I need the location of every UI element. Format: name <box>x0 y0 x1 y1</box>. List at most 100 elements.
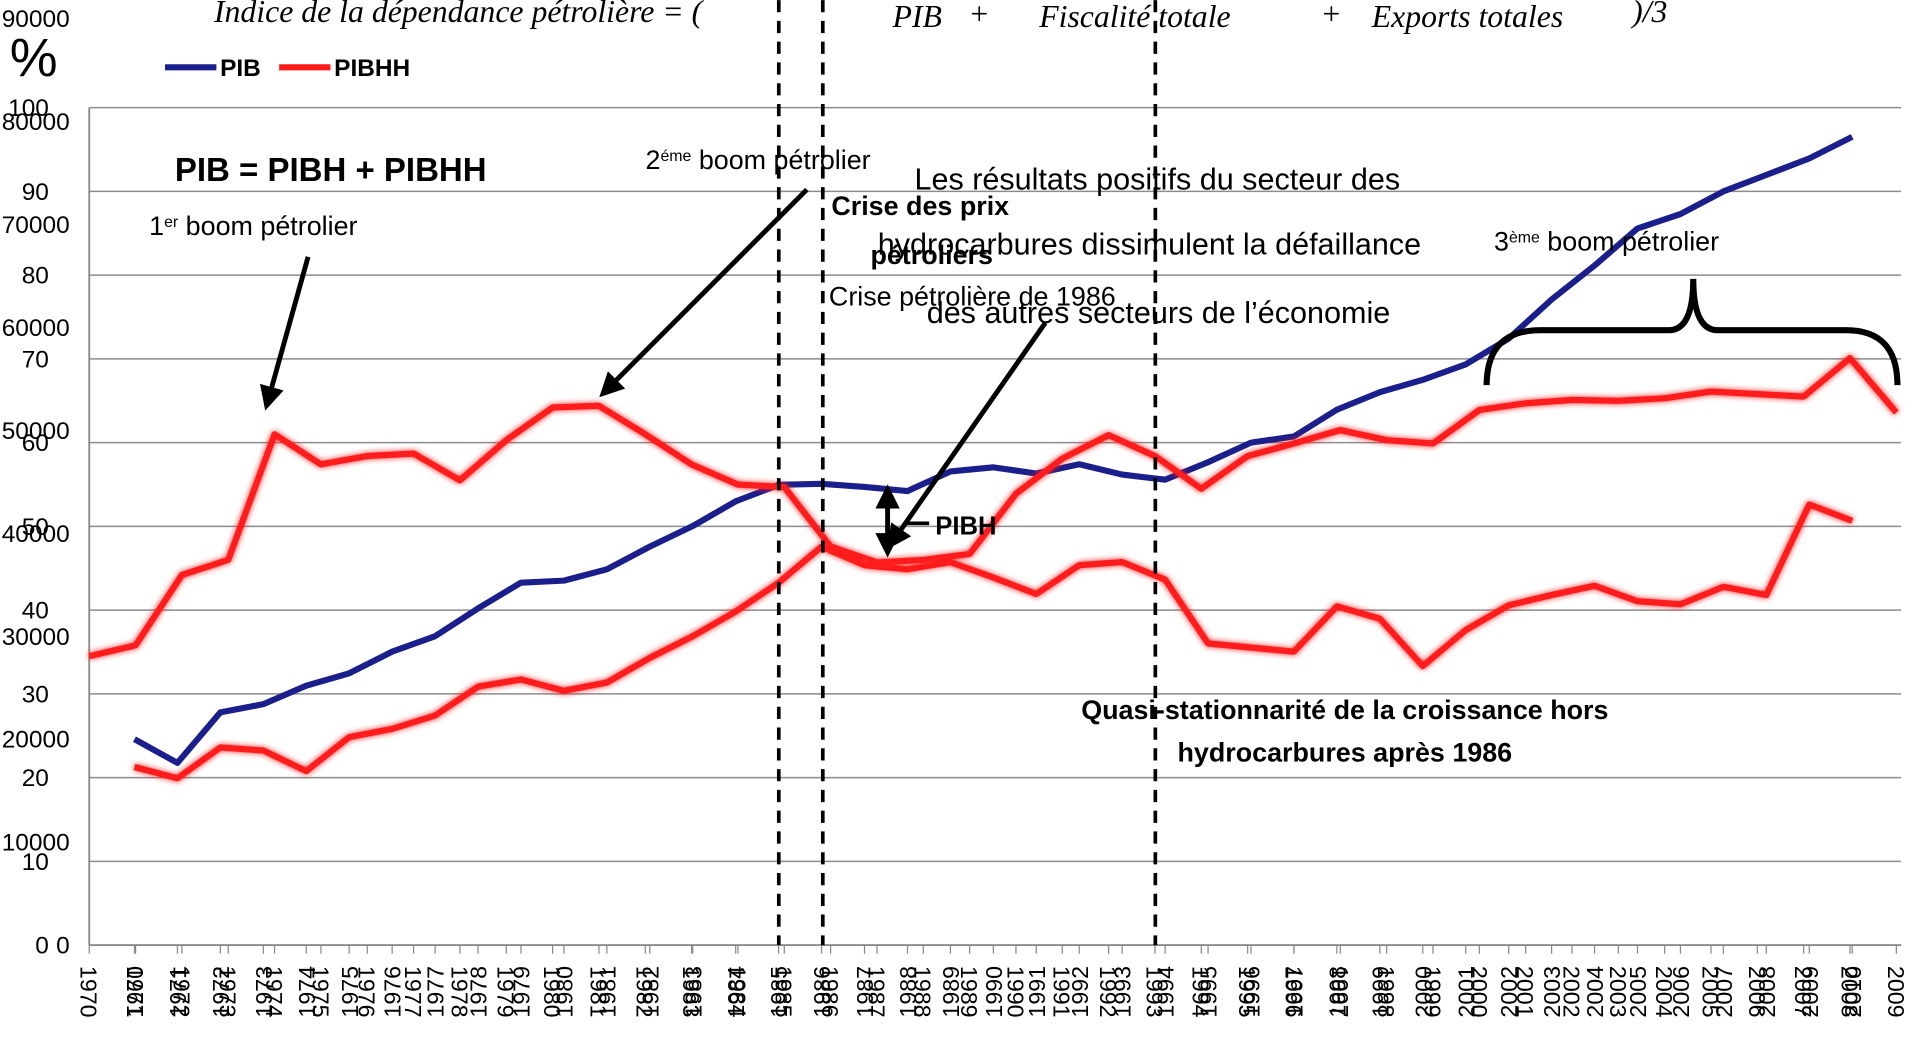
x-tick-label: 2009 <box>1797 966 1823 1018</box>
x-tick-label: 1999 <box>1367 966 1393 1018</box>
annotation: Les résultats positifs du secteur des <box>914 163 1400 197</box>
annotation: 1er boom pétrolier <box>149 211 357 241</box>
x-tick-label: 1986 <box>809 966 835 1018</box>
x-tick-label: 1980 <box>539 966 565 1018</box>
y-tick-label: 10000 <box>2 830 70 857</box>
x-tick-label: 1990 <box>981 966 1007 1018</box>
annotation: 3ème boom pétrolier <box>1494 227 1719 257</box>
y-tick-label: 30 <box>22 681 49 708</box>
x-tick-label: 2009 <box>1883 966 1909 1018</box>
arrow <box>599 187 809 398</box>
y-tick-label: 40 <box>22 598 49 625</box>
y-tick-label: 20000 <box>2 727 70 754</box>
x-tick-label: 1989 <box>938 966 964 1018</box>
formula-text: Fiscalité totale <box>1038 0 1230 34</box>
legend-label: PIBHH <box>334 55 410 82</box>
x-tick-label: 1982 <box>637 966 663 1018</box>
x-tick-label: 1974 <box>294 966 320 1018</box>
x-tick-label: 1993 <box>1110 966 1136 1018</box>
y-tick-label: 90000 <box>2 6 70 33</box>
x-tick-label: 1992 <box>1095 966 1121 1018</box>
x-tick-label: 1994 <box>1153 966 1179 1018</box>
x-tick-label: 2008 <box>1836 966 1862 1018</box>
x-tick-label: 1993 <box>1141 966 1167 1018</box>
formula-text: + <box>968 0 989 32</box>
x-tick-label: 1997 <box>1327 966 1353 1018</box>
x-tick-label: 2010 <box>1840 966 1866 1018</box>
x-tick-label: 1980 <box>551 966 577 1018</box>
x-tick-label: 1985 <box>766 966 792 1018</box>
y-tick-label: 60000 <box>2 315 70 342</box>
x-tick-label: 1997 <box>1282 966 1308 1018</box>
x-tick-label: 2004 <box>1651 966 1677 1018</box>
x-tick-label: 1982 <box>632 966 658 1018</box>
x-tick-label: 1970 <box>76 966 102 1018</box>
annotation: hydrocarbures dissimulent la défaillance <box>878 227 1421 261</box>
annotation: pétroliers <box>870 240 992 270</box>
x-tick-label: 2007 <box>1790 966 1816 1018</box>
formula-text: + <box>1320 0 1341 32</box>
x-tick-label: 1995 <box>1234 966 1260 1018</box>
annotation: 2éme boom pétrolier <box>646 145 871 175</box>
x-tick-label: 2002 <box>1496 966 1522 1018</box>
line-series <box>88 355 1899 660</box>
x-tick-label: 1976 <box>354 966 380 1018</box>
x-tick-label: 1990 <box>1002 966 1028 1018</box>
x-tick-label: 1988 <box>910 966 936 1018</box>
x-tick-label: 2004 <box>1582 966 1608 1018</box>
x-tick-label: 2001 <box>1453 966 1479 1018</box>
x-tick-label: 2005 <box>1697 966 1723 1018</box>
x-tick-label: 1992 <box>1067 966 1093 1018</box>
formula-text: Exports totales <box>1371 0 1563 34</box>
annotation: Crise des prix <box>831 191 1009 221</box>
x-tick-label: 1972 <box>208 966 234 1018</box>
x-tick-label: 1979 <box>493 966 519 1018</box>
x-tick-label: 2003 <box>1605 966 1631 1018</box>
x-tick-label: 1970 <box>122 966 148 1018</box>
y-tick-label: 0 <box>35 933 49 960</box>
y-tick-label: 80 <box>22 263 49 290</box>
x-tick-label: 1984 <box>724 966 750 1018</box>
x-tick-label: 1991 <box>1049 966 1075 1018</box>
x-tick-label: 1973 <box>251 966 277 1018</box>
decorations <box>259 0 1901 946</box>
x-tick-label: 1978 <box>466 966 492 1018</box>
x-tick-label: 1977 <box>400 966 426 1018</box>
x-tick-label: 1983 <box>680 966 706 1018</box>
x-tick-label: 2006 <box>1668 966 1694 1018</box>
y-tick-label: 60 <box>22 430 49 457</box>
y-tick-label: 80000 <box>2 109 70 136</box>
y-axis-label: % <box>10 28 58 88</box>
y-tick-label: 50000 <box>2 418 70 445</box>
x-tick-label: 1984 <box>723 966 749 1018</box>
x-tick-label: 1998 <box>1373 966 1399 1018</box>
formula-text: PIB <box>891 0 941 34</box>
x-tick-label: 1973 <box>215 966 241 1018</box>
line-series <box>133 134 1854 766</box>
line-series <box>133 501 1854 782</box>
y-tick-label: 100 <box>8 95 49 122</box>
x-tick-label: 2002 <box>1558 966 1584 1018</box>
y-tick-label: 50 <box>22 514 49 541</box>
x-tick-label: 1987 <box>852 966 878 1018</box>
annotation: hydrocarbures après 1986 <box>1178 738 1513 768</box>
x-tick-label: 2006 <box>1744 966 1770 1018</box>
y-tick-label: 30000 <box>2 624 70 651</box>
annotation: des autres secteurs de l’économie <box>927 296 1391 330</box>
x-tick-label: 1996 <box>1239 966 1265 1018</box>
annotation: PIBH <box>935 512 996 540</box>
x-tick-label: 1994 <box>1188 966 1214 1018</box>
x-tick-label: 2005 <box>1625 966 1651 1018</box>
x-tick-label: 1995 <box>1196 966 1222 1018</box>
x-tick-label: 1981 <box>594 966 620 1018</box>
x-tick-label: 1971 <box>165 966 191 1018</box>
y-tick-label: 70 <box>22 346 49 373</box>
x-tick-label: 2000 <box>1410 966 1436 1018</box>
x-tick-label: 1989 <box>956 966 982 1018</box>
arrow <box>887 321 1048 550</box>
formula-text: Indice de la dépendance pétrolière = ( <box>213 0 705 29</box>
x-tick-label: 1983 <box>678 966 704 1018</box>
y-tick-label: 40000 <box>2 521 70 548</box>
